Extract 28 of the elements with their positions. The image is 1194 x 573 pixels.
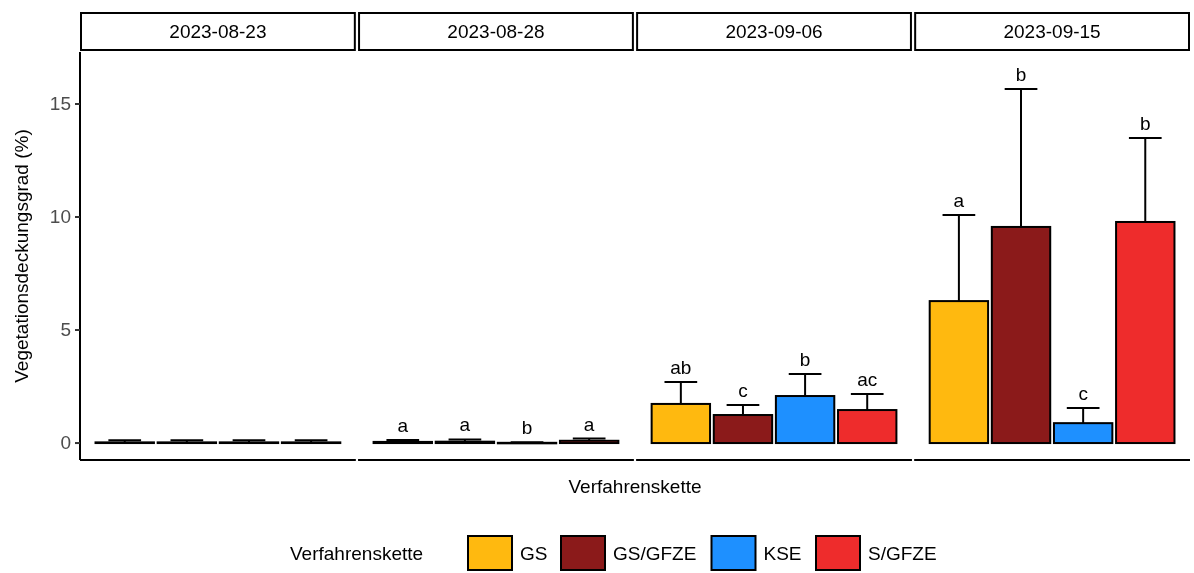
x-tick-label: 2023-09-06: [725, 21, 823, 42]
legend-label: KSE: [763, 543, 802, 564]
y-tick-label: 0: [60, 432, 71, 454]
legend-label: S/GFZE: [868, 543, 937, 564]
x-tick-label: 2023-08-23: [169, 21, 267, 42]
data-label: c: [1078, 383, 1088, 405]
y-tick-label: 15: [49, 92, 71, 114]
letter-note: b: [1140, 112, 1151, 134]
bar: [558, 439, 620, 445]
letter-note: b: [1015, 64, 1027, 86]
x-tick-label: 2023-09-15: [1003, 21, 1101, 42]
y-tick-label: 5: [60, 319, 71, 341]
data-label: a: [583, 413, 595, 435]
data-label: c: [738, 380, 748, 402]
y-tick-label: 10: [49, 206, 71, 228]
data-label: b: [521, 417, 533, 439]
data-label: a: [397, 415, 409, 437]
y-axis-title: Vegetationsdeckungsgrad (%): [11, 129, 32, 383]
legend-label: GS: [520, 543, 548, 564]
letter-note: a: [953, 189, 965, 211]
x-axis-title: Verfahrenskette: [568, 476, 702, 497]
data-label: b: [799, 349, 811, 371]
legend-label: GS/GFZE: [613, 543, 697, 564]
legend-title: Verfahrenskette: [290, 543, 424, 564]
data-label: ac: [857, 369, 878, 390]
data-label: a: [459, 414, 471, 436]
data-label: ab: [670, 357, 692, 379]
x-tick-label: 2023-08-28: [447, 21, 545, 42]
